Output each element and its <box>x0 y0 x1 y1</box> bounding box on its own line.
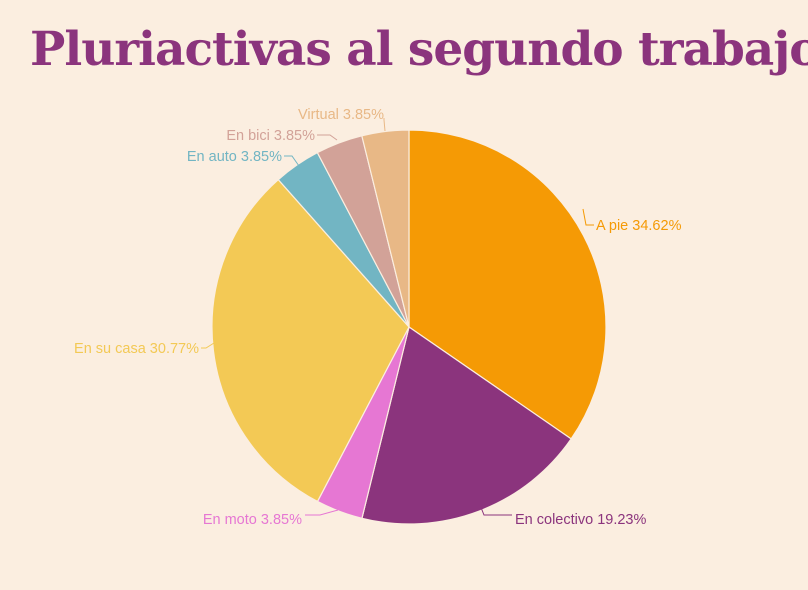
chart-title: Pluriactivas al segundo trabajo <box>30 22 808 77</box>
leader-line <box>305 509 339 516</box>
pie-slice-en-colectivo <box>361 326 572 525</box>
slice-label-en-bici: En bici 3.85% <box>226 128 315 144</box>
slice-label-en-colectivo: En colectivo 19.23% <box>515 512 646 528</box>
slice-label-en-auto: En auto 3.85% <box>187 149 282 165</box>
pie-slice-en-su-casa <box>211 178 410 503</box>
leader-line <box>284 155 300 167</box>
leader-line <box>479 504 512 516</box>
slice-label-en-moto: En moto 3.85% <box>203 512 302 528</box>
leader-line <box>317 134 338 141</box>
slice-label-a-pie: A pie 34.62% <box>596 218 682 234</box>
pie-slice-virtual <box>361 129 410 328</box>
leader-line <box>582 208 594 226</box>
slice-label-virtual: Virtual 3.85% <box>298 107 384 123</box>
leader-line <box>201 342 215 349</box>
slice-label-en-su-casa: En su casa 30.77% <box>74 341 199 357</box>
pie-slice-a-pie <box>408 129 607 440</box>
leader-line <box>383 118 386 132</box>
